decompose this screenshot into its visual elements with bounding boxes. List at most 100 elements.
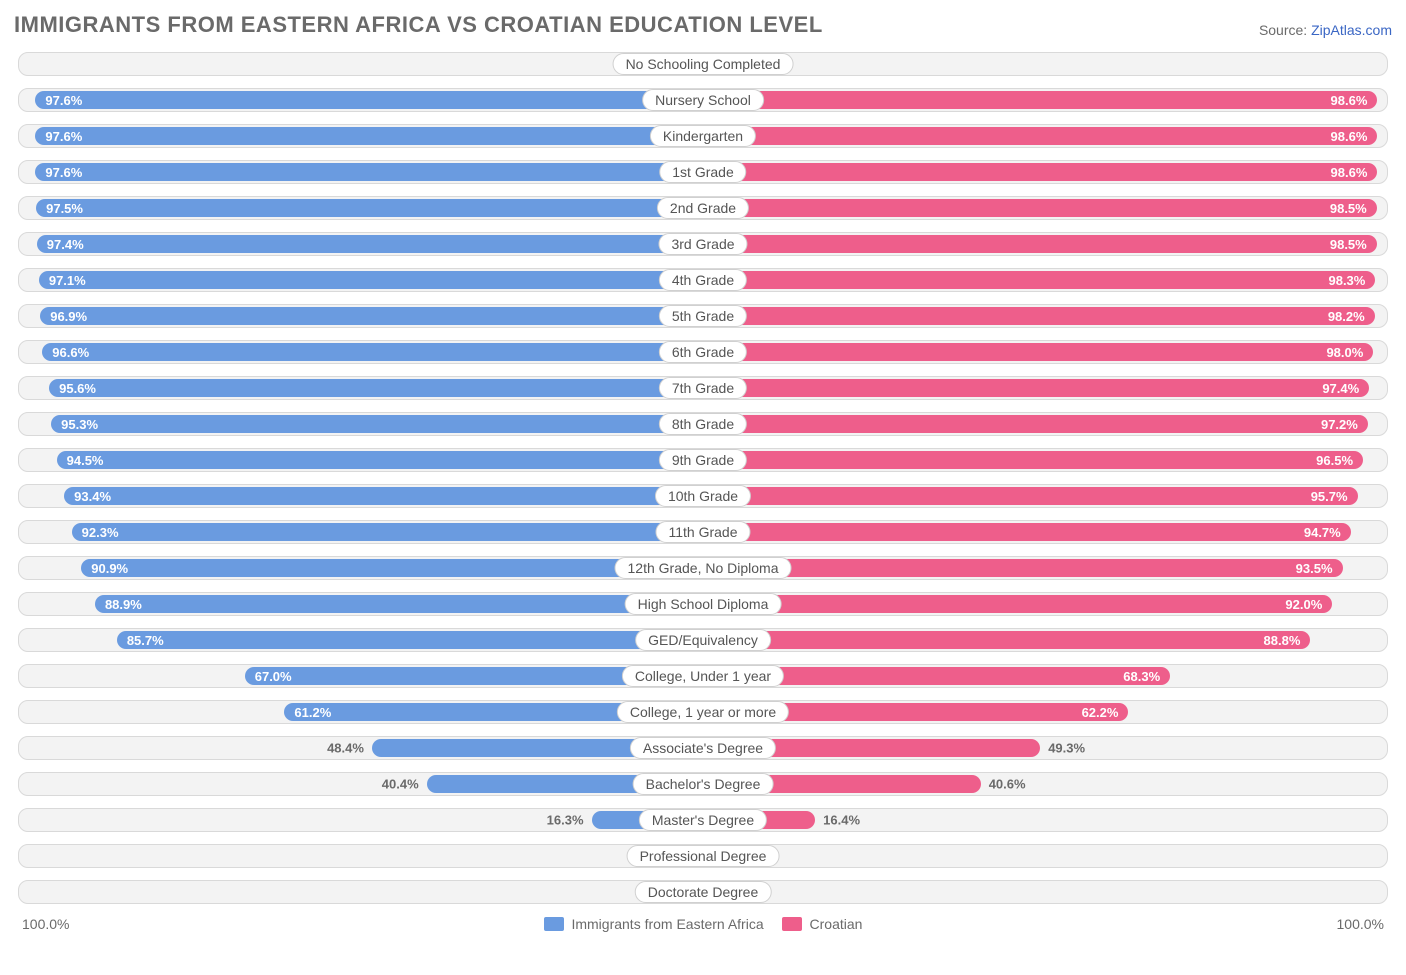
- category-label: Bachelor's Degree: [633, 773, 774, 795]
- category-label: Associate's Degree: [630, 737, 776, 759]
- bar-right: 98.6%: [703, 127, 1377, 145]
- value-left: 61.2%: [294, 705, 331, 720]
- chart-title: Immigrants from Eastern Africa vs Croati…: [14, 12, 823, 38]
- chart-row: 40.4%40.6%Bachelor's Degree: [18, 772, 1388, 796]
- legend-swatch-left: [544, 917, 564, 931]
- chart-row: 97.6% 98.6% Kindergarten: [18, 124, 1388, 148]
- bar-left: 92.3%: [72, 523, 703, 541]
- bar-left: 94.5%: [57, 451, 703, 469]
- category-label: Doctorate Degree: [635, 881, 772, 903]
- bar-left: 93.4%: [64, 487, 703, 505]
- value-left: 97.5%: [46, 201, 83, 216]
- category-label: 10th Grade: [655, 485, 751, 507]
- value-left: 92.3%: [82, 525, 119, 540]
- value-right: 98.5%: [1330, 201, 1367, 216]
- chart-row: 85.7% 88.8% GED/Equivalency: [18, 628, 1388, 652]
- category-label: College, Under 1 year: [622, 665, 784, 687]
- value-right: 94.7%: [1304, 525, 1341, 540]
- bar-left: 85.7%: [117, 631, 703, 649]
- bar-left: 97.5%: [36, 199, 703, 217]
- bar-right: 92.0%: [703, 595, 1332, 613]
- bar-right: 96.5%: [703, 451, 1363, 469]
- legend-left-label: Immigrants from Eastern Africa: [571, 916, 763, 932]
- bar-right: 98.6%: [703, 163, 1377, 181]
- bar-left: 97.1%: [39, 271, 703, 289]
- value-left: 97.6%: [45, 129, 82, 144]
- category-label: GED/Equivalency: [635, 629, 771, 651]
- value-left: 97.6%: [45, 93, 82, 108]
- bar-left: 97.4%: [37, 235, 703, 253]
- chart-row: 96.9% 98.2%5th Grade: [18, 304, 1388, 328]
- category-label: Kindergarten: [650, 125, 756, 147]
- value-left: 97.4%: [47, 237, 84, 252]
- value-left: 95.3%: [61, 417, 98, 432]
- chart-row: 90.9% 93.5% 12th Grade, No Diploma: [18, 556, 1388, 580]
- bar-right: 98.5%: [703, 235, 1377, 253]
- bar-right: 98.3%: [703, 271, 1375, 289]
- value-right: 98.6%: [1331, 129, 1368, 144]
- value-right: 93.5%: [1296, 561, 1333, 576]
- category-label: Nursery School: [642, 89, 764, 111]
- value-left: 88.9%: [105, 597, 142, 612]
- value-left: 67.0%: [255, 669, 292, 684]
- value-right: 97.4%: [1322, 381, 1359, 396]
- legend-item-left: Immigrants from Eastern Africa: [544, 916, 764, 932]
- category-label: 11th Grade: [655, 521, 750, 543]
- chart-row: 92.3% 94.7% 11th Grade: [18, 520, 1388, 544]
- bar-left: 88.9%: [95, 595, 703, 613]
- category-label: 5th Grade: [659, 305, 747, 327]
- source-line: Source: ZipAtlas.com: [1259, 22, 1392, 38]
- category-label: 7th Grade: [659, 377, 747, 399]
- chart-row: 96.6%98.0%6th Grade: [18, 340, 1388, 364]
- value-left: 95.6%: [59, 381, 96, 396]
- category-label: 2nd Grade: [657, 197, 749, 219]
- category-label: Professional Degree: [627, 845, 780, 867]
- chart-row: 97.5% 98.5% 2nd Grade: [18, 196, 1388, 220]
- value-left: 97.6%: [45, 165, 82, 180]
- value-left: 90.9%: [91, 561, 128, 576]
- bar-left: 90.9%: [81, 559, 703, 577]
- bar-right: 98.2%: [703, 307, 1375, 325]
- chart-row: 2.4%1.5%No Schooling Completed: [18, 52, 1388, 76]
- bar-left: 96.9%: [40, 307, 703, 325]
- value-left: 40.4%: [382, 777, 419, 792]
- category-label: 12th Grade, No Diploma: [615, 557, 792, 579]
- bar-left: 97.6%: [35, 91, 703, 109]
- chart-row: 93.4% 95.7% 10th Grade: [18, 484, 1388, 508]
- value-right: 88.8%: [1264, 633, 1301, 648]
- chart-row: 61.2%62.2%College, 1 year or more: [18, 700, 1388, 724]
- axis-right-max: 100.0%: [1337, 916, 1384, 932]
- value-left: 94.5%: [67, 453, 104, 468]
- bar-right: 98.5%: [703, 199, 1377, 217]
- chart-row: 94.5%96.5%9th Grade: [18, 448, 1388, 472]
- value-right: 97.2%: [1321, 417, 1358, 432]
- bar-right: 98.6%: [703, 91, 1377, 109]
- legend-right-label: Croatian: [810, 916, 863, 932]
- bar-right: 97.2%: [703, 415, 1368, 433]
- value-right: 98.0%: [1326, 345, 1363, 360]
- value-right: 98.5%: [1330, 237, 1367, 252]
- value-left: 93.4%: [74, 489, 111, 504]
- value-right: 49.3%: [1048, 741, 1085, 756]
- category-label: No Schooling Completed: [613, 53, 794, 75]
- value-right: 68.3%: [1123, 669, 1160, 684]
- chart-row: 95.3%97.2%8th Grade: [18, 412, 1388, 436]
- chart-row: 4.8%4.9%Professional Degree: [18, 844, 1388, 868]
- value-right: 62.2%: [1082, 705, 1119, 720]
- category-label: Master's Degree: [639, 809, 767, 831]
- value-left: 48.4%: [327, 741, 364, 756]
- value-left: 85.7%: [127, 633, 164, 648]
- value-right: 95.7%: [1311, 489, 1348, 504]
- legend: Immigrants from Eastern Africa Croatian: [544, 916, 863, 932]
- axis-legend-row: 100.0% Immigrants from Eastern Africa Cr…: [22, 916, 1384, 932]
- legend-swatch-right: [782, 917, 802, 931]
- value-left: 97.1%: [49, 273, 86, 288]
- chart-row: 88.9%92.0%High School Diploma: [18, 592, 1388, 616]
- axis-left-max: 100.0%: [22, 916, 69, 932]
- chart-row: 16.3%16.4%Master's Degree: [18, 808, 1388, 832]
- category-label: 3rd Grade: [658, 233, 747, 255]
- bar-right: 95.7%: [703, 487, 1358, 505]
- source-link[interactable]: ZipAtlas.com: [1311, 22, 1392, 38]
- value-right: 98.3%: [1328, 273, 1365, 288]
- value-left: 96.9%: [50, 309, 87, 324]
